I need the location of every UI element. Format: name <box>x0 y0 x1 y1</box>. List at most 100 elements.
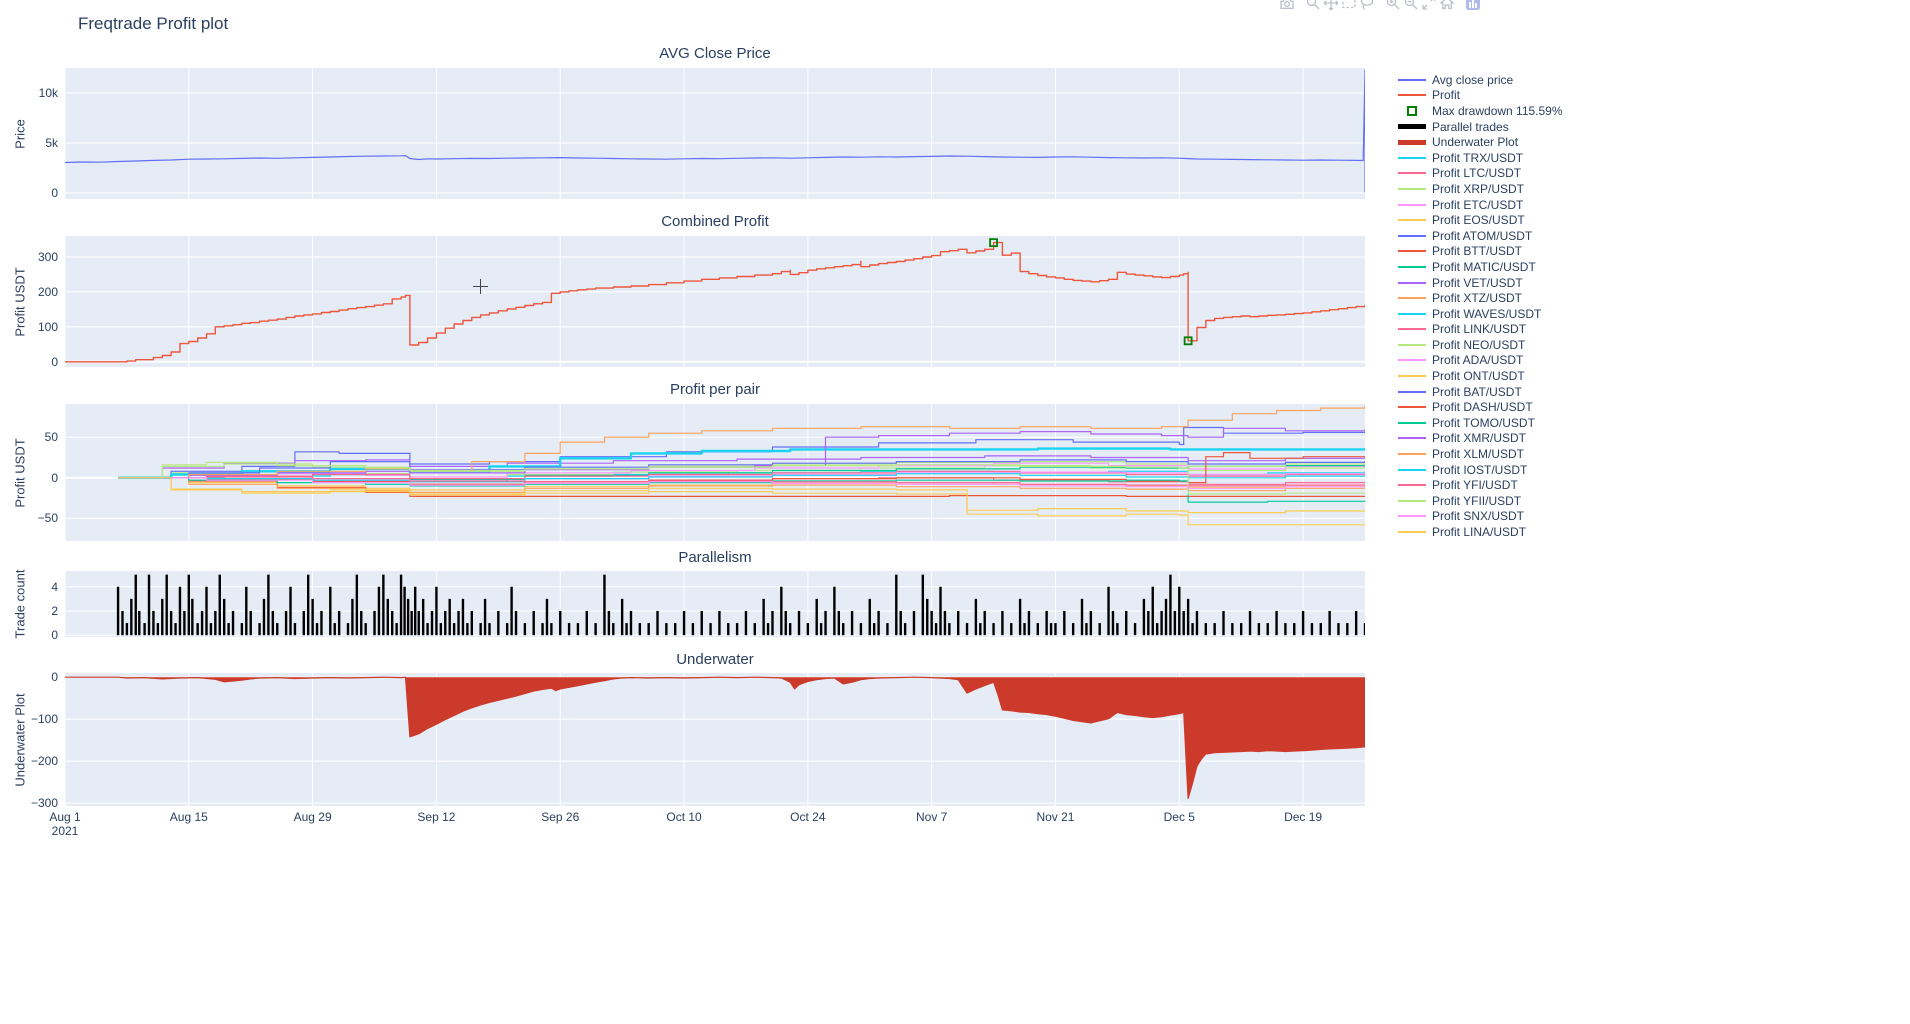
download-png-icon[interactable] <box>1278 0 1296 16</box>
legend-line-icon <box>1398 172 1426 175</box>
legend-line-icon <box>1398 375 1426 378</box>
y-tick-label: 300 <box>37 249 58 264</box>
legend-label: Profit NEO/USDT <box>1432 337 1526 352</box>
legend-item-profit-xmr-usdt[interactable]: Profit XMR/USDT <box>1398 431 1563 447</box>
legend-label: Profit BTT/USDT <box>1432 244 1523 259</box>
legend-item-profit-neo-usdt[interactable]: Profit NEO/USDT <box>1398 337 1563 353</box>
legend-item-profit-atom-usdt[interactable]: Profit ATOM/USDT <box>1398 228 1563 244</box>
y-tick-label: 0 <box>51 470 58 485</box>
legend-sample <box>1398 453 1426 456</box>
legend-label: Profit ONT/USDT <box>1432 369 1525 384</box>
legend-line-icon <box>1398 484 1426 487</box>
y-tick-label: 5k <box>45 136 58 150</box>
legend-item-max-drawdown-115-59-[interactable]: Max drawdown 115.59% <box>1398 103 1563 119</box>
legend-sample <box>1398 250 1426 253</box>
legend-item-profit-bat-usdt[interactable]: Profit BAT/USDT <box>1398 384 1563 400</box>
max-drawdown-marker <box>1183 336 1193 346</box>
legend-item-profit-btt-usdt[interactable]: Profit BTT/USDT <box>1398 244 1563 260</box>
lasso-select-icon[interactable] <box>1358 0 1376 16</box>
box-select-icon[interactable] <box>1340 0 1358 16</box>
legend-label: Profit LINA/USDT <box>1432 525 1527 540</box>
x-tick-label: Dec 5 <box>1163 810 1195 824</box>
legend-label: Profit ETC/USDT <box>1432 197 1524 212</box>
legend-item-profit-ada-usdt[interactable]: Profit ADA/USDT <box>1398 353 1563 369</box>
x-tick-label: Sep 12 <box>417 810 456 824</box>
legend-line-icon <box>1398 203 1426 206</box>
legend-item-profit-etc-usdt[interactable]: Profit ETC/USDT <box>1398 197 1563 213</box>
pan-icon[interactable] <box>1322 0 1340 16</box>
legend-item-profit-waves-usdt[interactable]: Profit WAVES/USDT <box>1398 306 1563 322</box>
legend-item-profit-dash-usdt[interactable]: Profit DASH/USDT <box>1398 399 1563 415</box>
legend-line-icon <box>1398 312 1426 315</box>
legend-sample <box>1398 406 1426 409</box>
legend-line-icon <box>1398 499 1426 502</box>
reset-axes-icon[interactable] <box>1438 0 1456 16</box>
y-tick-label: 10k <box>38 86 58 100</box>
legend-item-profit-yfi-usdt[interactable]: Profit YFI/USDT <box>1398 477 1563 493</box>
legend-sample <box>1398 105 1426 116</box>
legend-item-profit-iost-usdt[interactable]: Profit IOST/USDT <box>1398 462 1563 478</box>
legend-label: Profit XMR/USDT <box>1432 431 1527 446</box>
legend-item-profit[interactable]: Profit <box>1398 88 1563 104</box>
legend-sample <box>1398 531 1426 534</box>
legend-sample <box>1398 499 1426 502</box>
legend-label: Profit BAT/USDT <box>1432 384 1522 399</box>
legend-item-profit-eos-usdt[interactable]: Profit EOS/USDT <box>1398 212 1563 228</box>
legend-item-profit-yfii-usdt[interactable]: Profit YFII/USDT <box>1398 493 1563 509</box>
legend-label: Max drawdown 115.59% <box>1432 103 1563 118</box>
legend-sample <box>1398 78 1426 81</box>
legend-line-icon <box>1398 94 1426 97</box>
legend-item-profit-tomo-usdt[interactable]: Profit TOMO/USDT <box>1398 415 1563 431</box>
autoscale-icon[interactable] <box>1420 0 1438 16</box>
legend-item-profit-xlm-usdt[interactable]: Profit XLM/USDT <box>1398 446 1563 462</box>
legend-sample <box>1398 421 1426 424</box>
legend-label: Profit MATIC/USDT <box>1432 259 1536 274</box>
legend-sample <box>1398 297 1426 300</box>
x-tick-label: Aug 29 <box>293 810 332 824</box>
legend-item-avg-close-price[interactable]: Avg close price <box>1398 72 1563 88</box>
legend-line-icon <box>1398 453 1426 456</box>
legend-item-profit-trx-usdt[interactable]: Profit TRX/USDT <box>1398 150 1563 166</box>
legend-line-icon <box>1398 234 1426 237</box>
legend-item-profit-ont-usdt[interactable]: Profit ONT/USDT <box>1398 368 1563 384</box>
legend-item-profit-ltc-usdt[interactable]: Profit LTC/USDT <box>1398 166 1563 182</box>
subplot-profit-per-pair-canvas[interactable] <box>65 404 1365 541</box>
y-tick-label: 0 <box>51 354 58 369</box>
legend-item-profit-lina-usdt[interactable]: Profit LINA/USDT <box>1398 524 1563 540</box>
legend-sample <box>1398 234 1426 237</box>
modebar-group <box>1278 0 1296 16</box>
legend-sample <box>1398 515 1426 518</box>
legend-item-profit-link-usdt[interactable]: Profit LINK/USDT <box>1398 322 1563 338</box>
legend-label: Profit YFI/USDT <box>1432 478 1518 493</box>
legend-label: Profit VET/USDT <box>1432 275 1523 290</box>
legend-item-profit-xrp-usdt[interactable]: Profit XRP/USDT <box>1398 181 1563 197</box>
legend-label: Profit LINK/USDT <box>1432 322 1527 337</box>
subplot-avg-close-price-canvas[interactable] <box>65 68 1365 199</box>
zoom-icon[interactable] <box>1304 0 1322 16</box>
legend-label: Profit DASH/USDT <box>1432 400 1533 415</box>
legend-item-parallel-trades[interactable]: Parallel trades <box>1398 119 1563 135</box>
plotly-logo-icon[interactable] <box>1464 0 1482 16</box>
legend-item-profit-vet-usdt[interactable]: Profit VET/USDT <box>1398 275 1563 291</box>
legend-line-icon <box>1398 390 1426 393</box>
legend-item-profit-xtz-usdt[interactable]: Profit XTZ/USDT <box>1398 290 1563 306</box>
zoom-in-icon[interactable] <box>1384 0 1402 16</box>
subplot-underwater-canvas[interactable] <box>65 673 1365 806</box>
zoom-out-icon[interactable] <box>1402 0 1420 16</box>
legend-item-underwater-plot[interactable]: Underwater Plot <box>1398 134 1563 150</box>
legend-line-icon <box>1398 468 1426 471</box>
legend-label: Profit YFII/USDT <box>1432 493 1522 508</box>
legend-label: Profit <box>1432 88 1461 103</box>
subplot-parallelism-canvas[interactable] <box>65 571 1365 637</box>
subplot-title: Combined Profit <box>661 213 769 230</box>
legend-label: Profit ATOM/USDT <box>1432 228 1533 243</box>
legend-line-icon <box>1398 265 1426 268</box>
legend-sample <box>1398 281 1426 284</box>
x-tick-label: Nov 21 <box>1036 810 1075 824</box>
subplot-combined-profit-canvas[interactable] <box>65 236 1365 367</box>
legend-item-profit-matic-usdt[interactable]: Profit MATIC/USDT <box>1398 259 1563 275</box>
y-tick-label: 0 <box>51 628 58 643</box>
legend-sample <box>1398 390 1426 393</box>
legend-item-profit-snx-usdt[interactable]: Profit SNX/USDT <box>1398 509 1563 525</box>
x-tick-label: Oct 10 <box>666 810 702 824</box>
